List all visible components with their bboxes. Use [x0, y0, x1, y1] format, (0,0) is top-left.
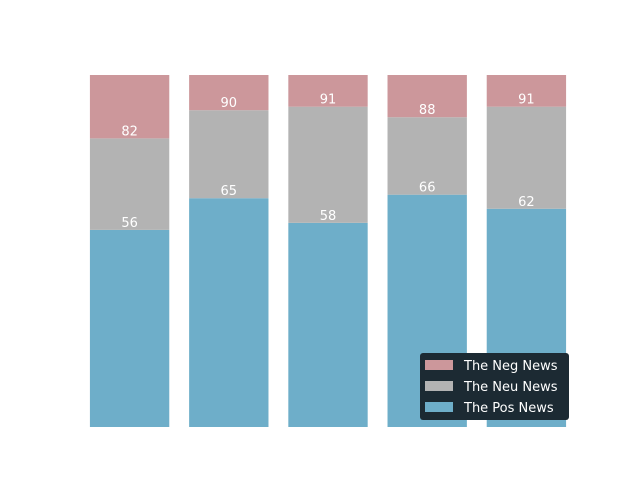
bar-the-pos-news-3 — [288, 222, 368, 427]
bar-the-neg-news-5 — [486, 75, 567, 107]
bar-labels-group: 56 82 65 90 58 91 66 88 62 91 — [121, 93, 534, 231]
bar-the-neu-news-1 — [89, 138, 170, 230]
legend-background — [420, 353, 569, 420]
legend: The Neg News The Neu News The Pos News — [420, 353, 569, 420]
data-label-the-neu-news-5: 91 — [518, 93, 535, 108]
data-label-the-neu-news-3: 91 — [320, 93, 337, 108]
data-label-the-pos-news-5: 62 — [518, 195, 535, 210]
data-label-the-pos-news-2: 65 — [221, 184, 238, 199]
bar-the-neg-news-1 — [89, 75, 170, 139]
data-label-the-neu-news-1: 82 — [121, 124, 138, 139]
legend-label-the-neg-news: The Neg News — [463, 359, 558, 374]
data-label-the-pos-news-4: 66 — [419, 181, 436, 196]
legend-label-the-pos-news: The Pos News — [463, 401, 554, 416]
legend-label-the-neu-news: The Neu News — [463, 380, 558, 395]
legend-swatch-the-neu-news — [425, 381, 453, 391]
bar-the-neu-news-3 — [288, 106, 368, 223]
legend-swatch-the-pos-news — [425, 402, 453, 412]
data-label-the-neu-news-4: 88 — [419, 103, 436, 118]
data-label-the-pos-news-1: 56 — [121, 216, 138, 231]
data-label-the-neu-news-2: 90 — [221, 96, 238, 111]
data-label-the-pos-news-3: 58 — [320, 209, 337, 224]
bar-the-neu-news-2 — [189, 110, 269, 199]
bar-the-pos-news-2 — [189, 198, 269, 427]
bar-the-neg-news-3 — [288, 75, 368, 107]
bar-the-neu-news-4 — [387, 117, 467, 195]
bar-the-pos-news-1 — [89, 229, 170, 427]
legend-swatch-the-neg-news — [425, 360, 453, 370]
bar-the-neg-news-4 — [387, 75, 467, 118]
bar-the-neg-news-2 — [189, 75, 269, 111]
bar-the-neu-news-5 — [486, 106, 567, 209]
